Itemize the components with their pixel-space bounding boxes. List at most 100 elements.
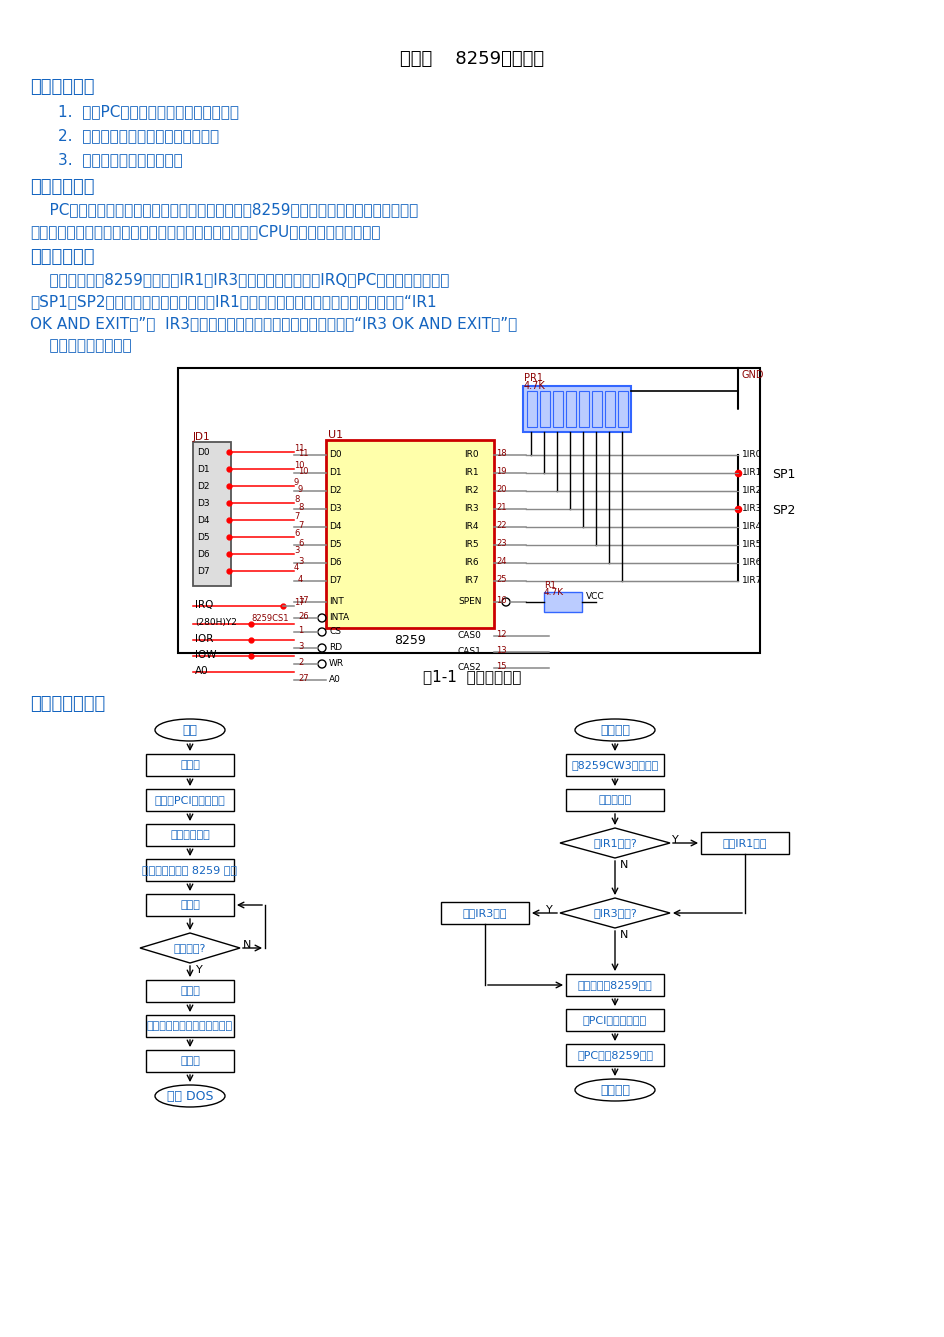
Text: 3: 3 — [297, 642, 303, 651]
Text: 24: 24 — [496, 558, 506, 566]
FancyBboxPatch shape — [544, 592, 582, 612]
Text: 开中断: 开中断 — [180, 1056, 200, 1066]
Text: 图1-1  扩展中断电路: 图1-1 扩展中断电路 — [422, 668, 521, 685]
Text: IR0: IR0 — [464, 451, 478, 459]
FancyBboxPatch shape — [591, 390, 601, 427]
Text: 一、实验目的: 一、实验目的 — [30, 78, 94, 96]
FancyBboxPatch shape — [145, 1050, 234, 1072]
Text: 10: 10 — [297, 467, 308, 476]
Text: SP1: SP1 — [771, 468, 795, 481]
Text: 中断入口: 中断入口 — [599, 723, 630, 737]
Text: 于接收外部的中断请求信号，经过优先级判别等处理后向CPU发出可屏蔽中断请求。: 于接收外部的中断请求信号，经过优先级判别等处理后向CPU发出可屏蔽中断请求。 — [30, 225, 380, 239]
Text: 3: 3 — [294, 545, 299, 555]
Text: 2.  接握外部扩展中断源的设计方法。: 2. 接握外部扩展中断源的设计方法。 — [58, 128, 219, 143]
Text: INT: INT — [329, 598, 344, 606]
Text: D6: D6 — [329, 558, 342, 567]
Text: 四、参考流程图: 四、参考流程图 — [30, 695, 105, 713]
Text: IR2: IR2 — [464, 487, 478, 495]
Text: IOR: IOR — [194, 634, 213, 644]
Text: 禁中断: 禁中断 — [180, 985, 200, 996]
Ellipse shape — [155, 719, 225, 741]
Text: D1: D1 — [329, 468, 342, 477]
Text: CAS2: CAS2 — [458, 663, 481, 673]
Text: D7: D7 — [329, 576, 342, 586]
Text: IR1: IR1 — [464, 468, 478, 477]
Text: CS: CS — [329, 627, 341, 636]
Text: GND: GND — [740, 370, 763, 380]
Text: Y: Y — [195, 965, 203, 975]
FancyBboxPatch shape — [145, 754, 234, 775]
Text: 27: 27 — [297, 674, 309, 683]
Text: 17: 17 — [297, 596, 309, 606]
Text: RD: RD — [329, 643, 342, 652]
FancyBboxPatch shape — [326, 440, 494, 628]
Text: 25: 25 — [496, 575, 506, 584]
Text: N: N — [243, 940, 251, 951]
Text: 改PC机円8259寄中: 改PC机円8259寄中 — [577, 1050, 652, 1060]
Text: 开中断: 开中断 — [180, 900, 200, 910]
Text: IR5: IR5 — [464, 540, 478, 550]
Text: D2: D2 — [196, 483, 210, 491]
Text: 11: 11 — [297, 449, 308, 459]
Text: 执行IR1处理: 执行IR1处理 — [722, 838, 767, 848]
Text: 1.  握握PC机中断处理系统的基本原理。: 1. 握握PC机中断处理系统的基本原理。 — [58, 104, 239, 119]
Text: IR3: IR3 — [464, 504, 478, 513]
FancyBboxPatch shape — [145, 1015, 234, 1038]
Text: (280H)Y2: (280H)Y2 — [194, 618, 237, 627]
Text: Y: Y — [671, 836, 678, 845]
Text: 20: 20 — [496, 485, 506, 493]
Text: 23: 23 — [496, 539, 506, 548]
FancyBboxPatch shape — [604, 390, 615, 427]
FancyBboxPatch shape — [145, 824, 234, 846]
Polygon shape — [560, 898, 669, 928]
FancyBboxPatch shape — [145, 980, 234, 1001]
Text: 6: 6 — [297, 539, 303, 548]
Text: 禁中断: 禁中断 — [180, 759, 200, 770]
FancyBboxPatch shape — [441, 902, 529, 924]
Text: 1IR5: 1IR5 — [741, 540, 762, 550]
Text: 实验要求实现8259控制器的IR1、IR3两路中断都可以通过IRQ向PC机发起中断请求，: 实验要求实现8259控制器的IR1、IR3两路中断都可以通过IRQ向PC机发起中… — [30, 271, 449, 287]
Text: 1IR7: 1IR7 — [741, 576, 762, 586]
Text: 22: 22 — [496, 521, 506, 529]
FancyBboxPatch shape — [539, 390, 549, 427]
Text: D0: D0 — [196, 448, 210, 457]
Text: 初始化PCI适配卡，置: 初始化PCI适配卡，置 — [155, 796, 225, 805]
Text: CAS0: CAS0 — [458, 631, 481, 640]
Text: 7: 7 — [294, 512, 299, 521]
Text: 1IR4: 1IR4 — [741, 521, 762, 531]
Text: 21: 21 — [496, 503, 506, 512]
Text: D0: D0 — [329, 451, 342, 459]
FancyBboxPatch shape — [565, 390, 576, 427]
Text: 恢复中断向量，恢复中断堂初: 恢复中断向量，恢复中断堂初 — [146, 1021, 233, 1031]
Text: R1: R1 — [544, 582, 555, 590]
Text: 26: 26 — [297, 612, 309, 620]
Text: 是IR1请求?: 是IR1请求? — [593, 838, 636, 848]
Text: 17: 17 — [294, 598, 304, 607]
Text: D2: D2 — [329, 487, 341, 495]
Text: D6: D6 — [196, 550, 210, 559]
Text: A0: A0 — [194, 666, 209, 677]
Text: 8: 8 — [297, 503, 303, 512]
Text: D4: D4 — [196, 516, 210, 525]
Text: 12: 12 — [496, 630, 506, 639]
Text: 11: 11 — [294, 444, 304, 453]
Text: 返回 DOS: 返回 DOS — [166, 1090, 213, 1103]
Text: 18: 18 — [496, 449, 506, 459]
Text: 4: 4 — [294, 563, 299, 572]
Text: 采用查询方式完成。: 采用查询方式完成。 — [30, 338, 131, 353]
Text: OK AND EXIT！”；  IR3中断时，在它的中断服务程序中编程显示“IR3 OK AND EXIT！”，: OK AND EXIT！”； IR3中断时，在它的中断服务程序中编程显示“IR3… — [30, 316, 516, 332]
FancyBboxPatch shape — [565, 789, 664, 812]
Text: 7: 7 — [297, 521, 303, 529]
Text: 15: 15 — [496, 662, 506, 671]
Text: 清PCI卡中断控延迟: 清PCI卡中断控延迟 — [582, 1015, 647, 1025]
Text: 1IR3: 1IR3 — [741, 504, 762, 513]
Text: 3.  学会编写中断服务程序。: 3. 学会编写中断服务程序。 — [58, 152, 182, 167]
Text: 设置中断向量: 设置中断向量 — [170, 830, 210, 840]
Text: 6: 6 — [294, 529, 299, 537]
Text: D4: D4 — [329, 521, 341, 531]
Text: 4.7K: 4.7K — [544, 588, 564, 598]
Text: A0: A0 — [329, 675, 341, 685]
Text: 执行IR3处理: 执行IR3处理 — [463, 908, 507, 919]
Text: 1IR6: 1IR6 — [741, 558, 762, 567]
Text: 二、实验原理: 二、实验原理 — [30, 178, 94, 197]
